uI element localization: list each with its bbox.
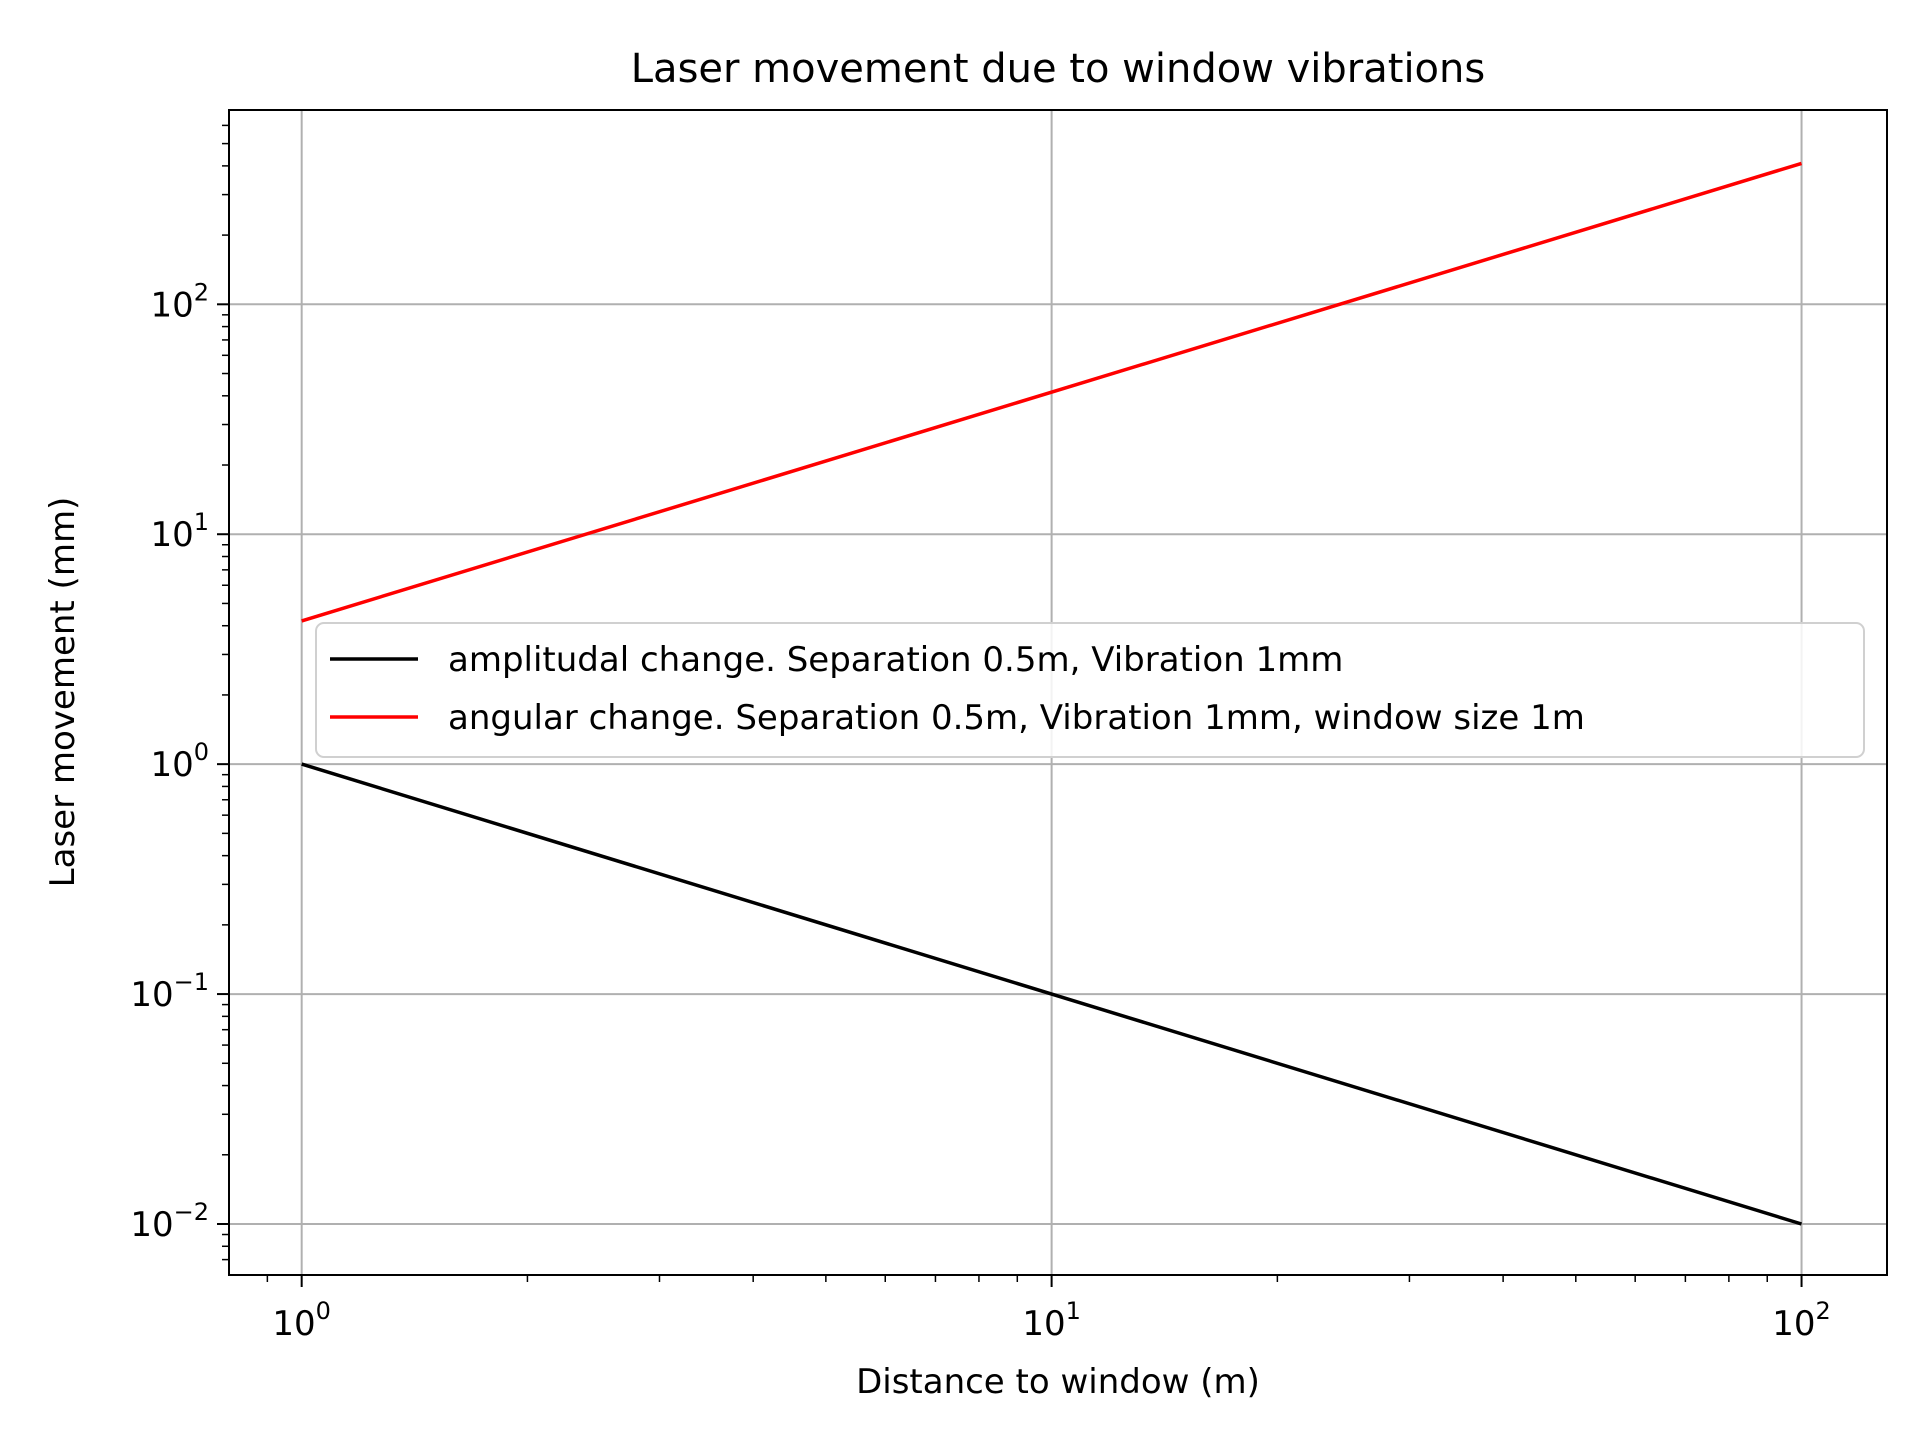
legend: amplitudal change. Separation 0.5m, Vibr… — [315, 622, 1865, 758]
angular-change-line — [301, 161, 1803, 623]
legend-label-amplitudal: amplitudal change. Separation 0.5m, Vibr… — [448, 640, 1343, 680]
y-tick-label: 100 — [150, 738, 209, 785]
plot-frame — [228, 109, 1888, 1276]
y-tick-label: 10−2 — [130, 1198, 209, 1245]
legend-label-angular: angular change. Separation 0.5m, Vibrati… — [448, 698, 1585, 738]
y-tick-label: 10−1 — [130, 968, 209, 1015]
amplitudal-change-line — [301, 762, 1803, 1226]
y-tick-label: 102 — [150, 278, 209, 325]
y-axis-label: Laser movement (mm) — [43, 497, 83, 888]
x-tick-label: 102 — [1772, 1297, 1831, 1344]
major-ticks — [217, 303, 1803, 1287]
y-tick-label: 101 — [150, 508, 209, 555]
chart-title: Laser movement due to window vibrations — [631, 46, 1485, 92]
minor-ticks — [222, 124, 1768, 1282]
x-tick-label: 101 — [1022, 1297, 1081, 1344]
series-lines — [301, 161, 1803, 1226]
x-axis-label: Distance to window (m) — [856, 1362, 1260, 1402]
legend-box — [315, 622, 1865, 758]
tick-labels: 100 101 102 10−2 10−1 100 101 102 — [130, 278, 1830, 1344]
x-tick-label: 100 — [272, 1297, 331, 1344]
